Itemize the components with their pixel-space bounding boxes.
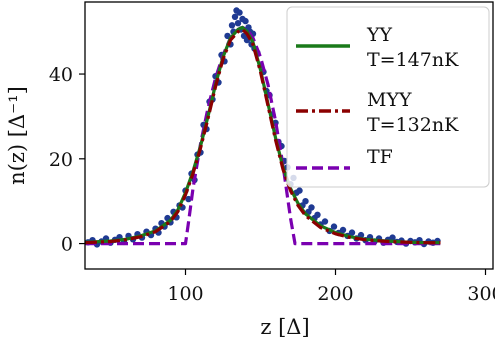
legend-box [286, 6, 490, 188]
x-tick-label: 300 [467, 283, 495, 305]
y-axis-ticks: 0 20 40 [49, 64, 85, 256]
y-axis-label: n(z) [Δ⁻¹] [5, 86, 29, 185]
series-line-myy [85, 27, 441, 245]
data-point [242, 17, 249, 25]
legend-label: YY [366, 24, 393, 46]
data-point [330, 223, 338, 230]
data-point [321, 218, 329, 225]
x-tick-label: 200 [317, 283, 353, 305]
data-point [339, 226, 347, 234]
series-lines [85, 25, 441, 246]
data-point [389, 234, 396, 241]
y-tick-label: 40 [49, 64, 73, 86]
plot-frame [84, 1, 494, 270]
legend-label: MYY [367, 89, 412, 111]
data-point [308, 204, 315, 211]
data-point [348, 229, 356, 236]
x-tick-label: 100 [167, 283, 203, 305]
plot-area [84, 1, 494, 270]
x-axis-label: z [Δ] [260, 315, 309, 339]
data-point [228, 22, 236, 29]
data-point [302, 198, 309, 205]
x-axis-ticks: 100 200 300 [167, 269, 495, 305]
y-tick-label: 0 [61, 234, 73, 256]
data-point [314, 211, 321, 218]
legend-label: TF [367, 146, 393, 168]
data-point [231, 13, 239, 20]
data-point [236, 9, 243, 16]
legend-label: T=147nK [367, 49, 459, 71]
data-point [234, 20, 242, 27]
data-point [296, 187, 303, 194]
y-tick-label: 20 [49, 149, 73, 171]
legend-label: T=132nK [367, 114, 459, 136]
legend: YY T=147nK MYY T=132nK TF [286, 6, 490, 188]
data-point [185, 195, 192, 203]
